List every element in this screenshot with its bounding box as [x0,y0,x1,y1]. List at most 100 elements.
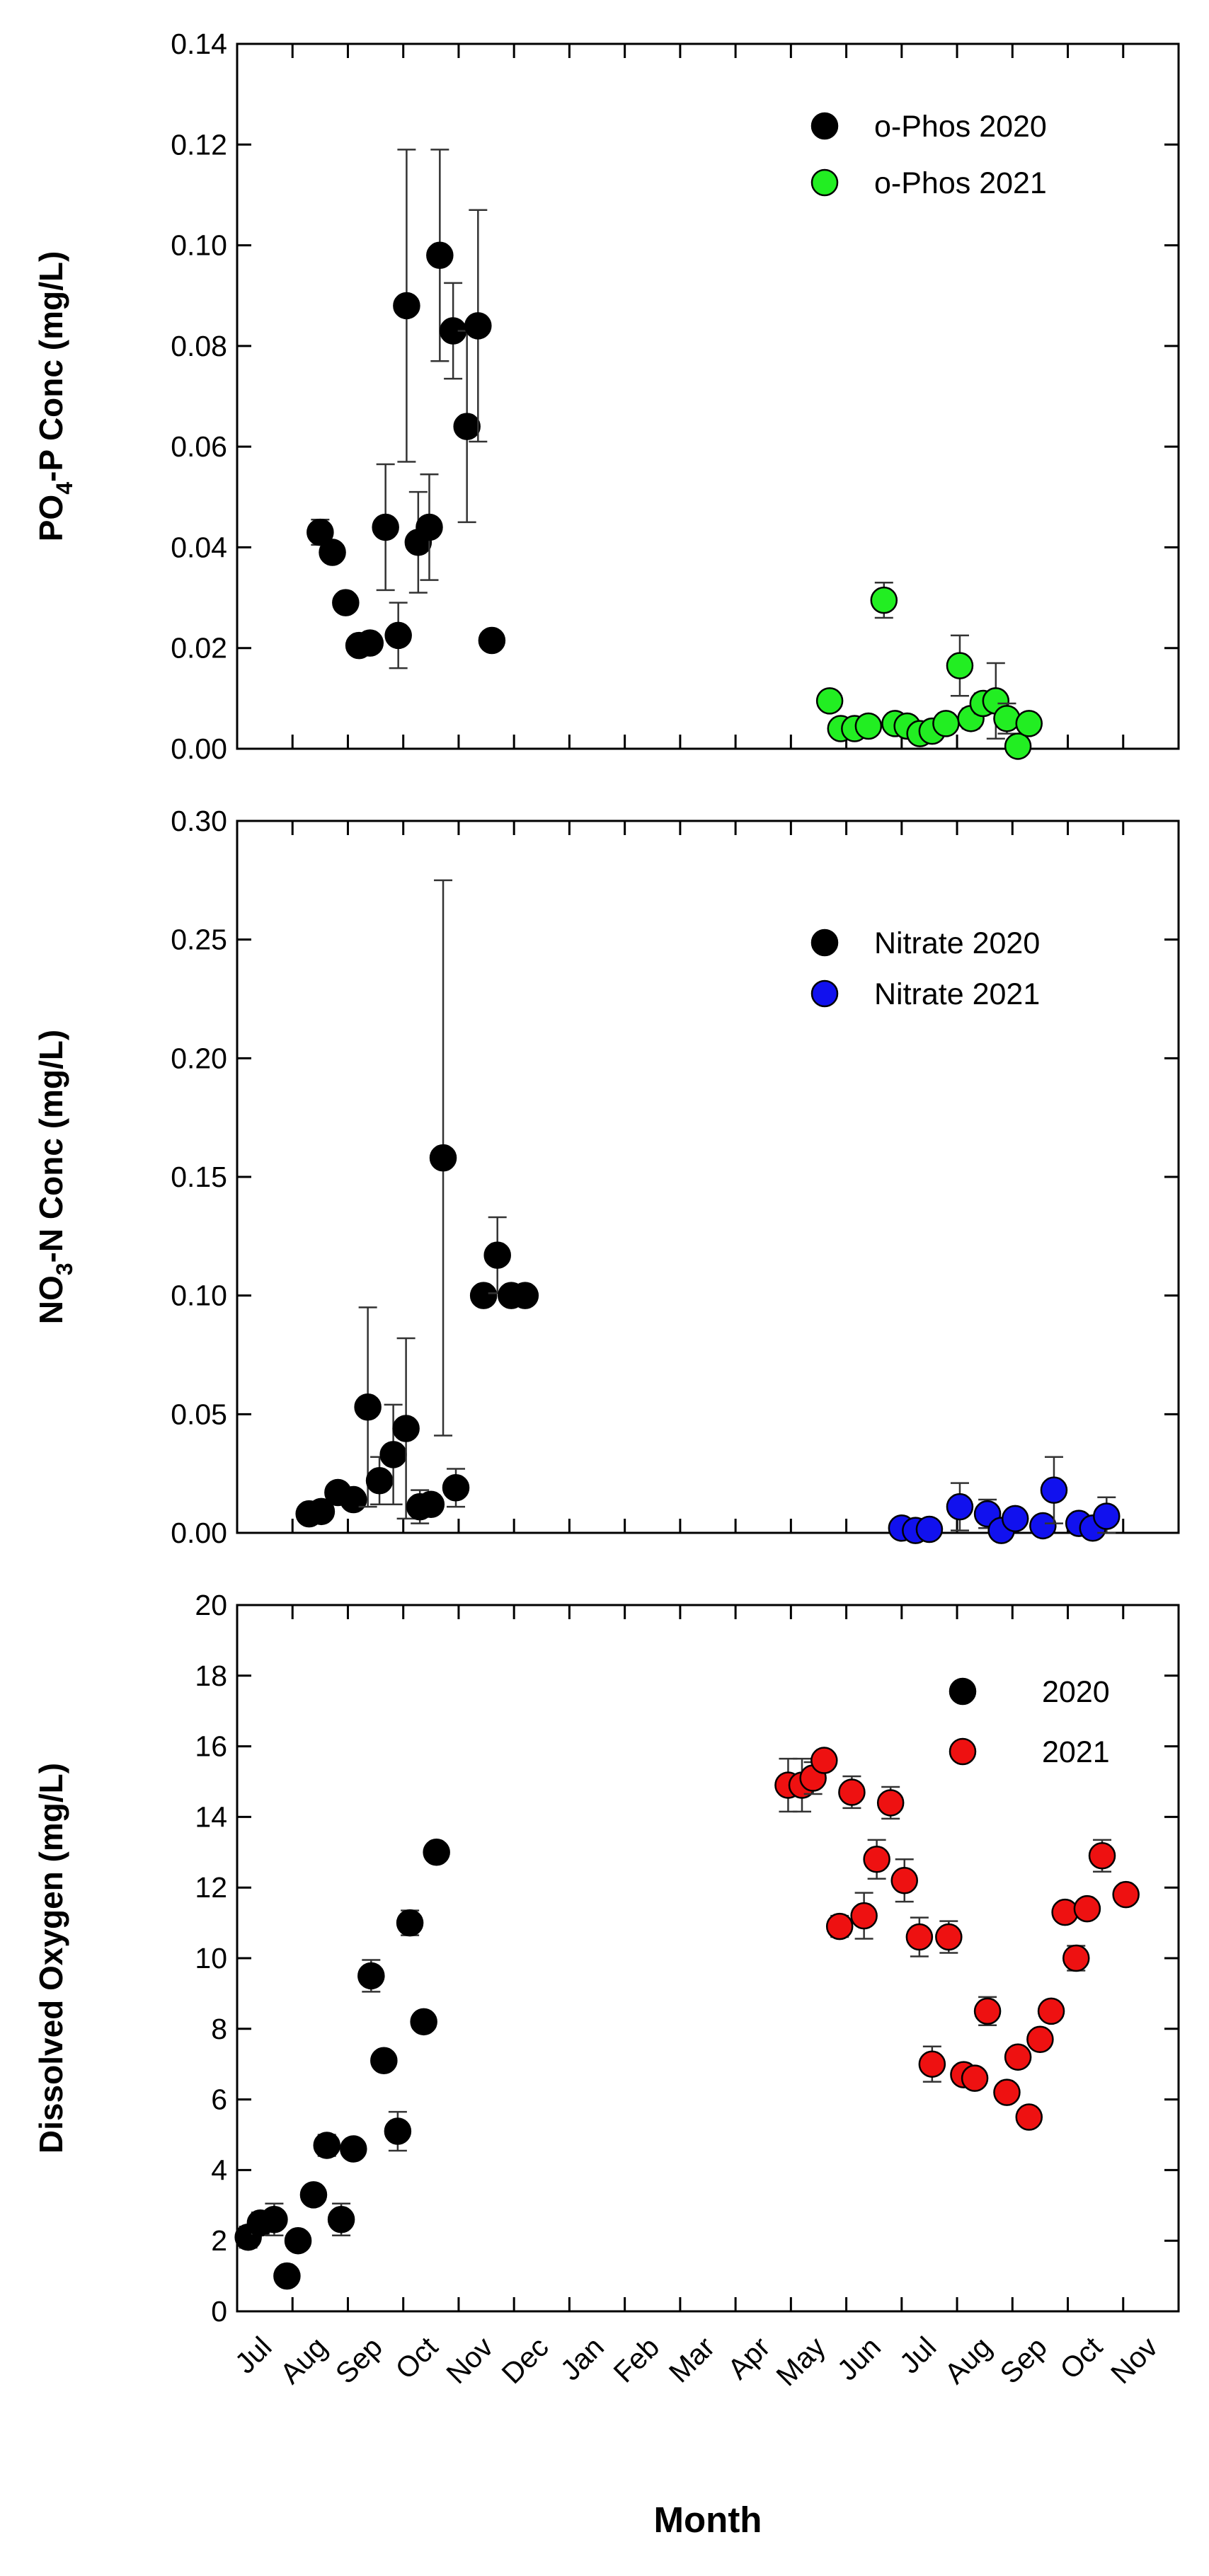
data-point [915,1515,944,1543]
data-point [319,539,346,566]
x-tick-label: Mar [663,2330,721,2388]
x-tick-label: Aug [939,2330,998,2390]
data-point [370,2047,398,2074]
legend-marker [810,112,839,140]
data-point [810,1747,838,1774]
y-tick-label: 0.10 [171,229,227,262]
data-point [1051,1898,1079,1926]
data-point [1062,1944,1090,1972]
legend-marker [949,1737,977,1766]
data-point [905,1923,934,1951]
data-point [511,1282,539,1309]
data-point [854,712,883,740]
legend-label: Nitrate 2020 [874,926,1040,960]
y-tick-label: 0.30 [171,805,227,837]
data-point [890,1866,918,1894]
data-point [946,1493,974,1521]
x-tick-label: Oct [1053,2330,1108,2386]
data-point [961,2064,989,2092]
data-point [973,1997,1002,2025]
data-point [838,1778,866,1806]
x-tick-label: Apr [721,2330,777,2386]
data-point [393,292,420,320]
data-point [423,1839,450,1866]
x-tick-label: Oct [389,2330,445,2386]
x-tick-label: Jul [229,2330,278,2380]
x-tick-label: Feb [607,2330,665,2388]
data-point [299,2181,328,2209]
x-tick-label: Sep [329,2330,389,2390]
data-point [306,518,334,546]
data-point [354,1393,382,1421]
chart-panel-2: 0.00 0.05 0.10 0.15 0.20 0.25 0.30 NO3-N Conc (… [33,805,1180,1549]
data-point [483,1241,511,1269]
y-axis-title-rest: -N Conc (mg/L) [33,1030,69,1263]
x-tick-label: Sep [994,2330,1053,2390]
data-point [1037,1997,1065,2025]
data-point [464,312,492,340]
y-tick-label: 6 [211,2083,227,2116]
data-point [392,1415,420,1442]
x-axis-title: Month [654,2500,762,2540]
y-tick-label: 0.04 [171,531,227,563]
y-tick-label: 0.00 [171,732,227,765]
data-point [1015,2103,1043,2131]
y-tick-label: 2 [211,2224,227,2257]
chart-panel-3: 0 2 4 6 8 10 12 14 16 18 20 Dissolved Oxygen (mg/L)… [33,1589,1180,2328]
x-tick-label: Nov [1104,2330,1164,2390]
data-point [876,1789,905,1817]
data-point [1026,2025,1054,2054]
data-point [357,1962,385,1990]
series-2020 [306,149,506,669]
data-point [993,2078,1021,2106]
y-tick-label: 0.15 [171,1161,227,1193]
data-point [1112,1880,1140,1909]
data-point [1029,1512,1057,1540]
data-point [1088,1842,1116,1870]
data-point [340,2135,367,2163]
legend-marker [810,168,839,197]
legend-label: o-Phos 2021 [874,166,1047,200]
y-axis-title-rest: -P Conc (mg/L) [33,251,69,482]
plot-frame [236,42,1180,750]
y-tick-label: 0.05 [171,1398,227,1430]
data-point [384,621,412,650]
y-tick-label: 0.20 [171,1042,227,1074]
data-point [273,2262,301,2290]
y-tick-label: 20 [195,1589,227,1621]
legend-marker [810,979,839,1008]
data-point [1073,1894,1101,1923]
y-axis-title-subscript: 4 [52,482,77,495]
data-point [815,687,844,715]
y-tick-label: 0 [211,2295,227,2328]
x-tick-label: Jun [831,2330,887,2386]
legend-marker [810,928,839,957]
y-tick-label: 8 [211,2013,227,2045]
data-point [870,586,898,614]
y-tick-label: 0.12 [171,128,227,161]
series-2021 [888,1456,1121,1544]
series-2021 [774,1747,1140,2131]
data-point [863,1846,890,1873]
data-point [365,1466,394,1495]
y-tick-label: 12 [195,1871,227,1904]
x-tick-label: Aug [274,2330,333,2390]
data-point [918,2050,946,2078]
x-tick-label: May [770,2330,832,2393]
y-tick-label: 0.00 [171,1517,227,1549]
data-point [478,626,506,655]
data-point [372,513,399,541]
x-tick-label: Jul [893,2330,943,2380]
data-point [426,241,454,270]
legend-marker [949,1677,977,1706]
y-tick-label: 4 [211,2154,227,2186]
y-axis-title: NO3-N Conc (mg/L) [33,1030,77,1324]
y-tick-label: 0.10 [171,1280,227,1312]
data-point [284,2226,312,2255]
chart-panel-1: 0.00 0.02 0.04 0.06 0.08 0.10 0.12 0.14 PO4-P Co… [33,28,1180,765]
data-point [442,1474,470,1502]
data-point [1093,1502,1121,1530]
y-tick-label: 14 [195,1800,227,1833]
plot-frame [236,1604,1180,2313]
data-point [1004,732,1032,760]
